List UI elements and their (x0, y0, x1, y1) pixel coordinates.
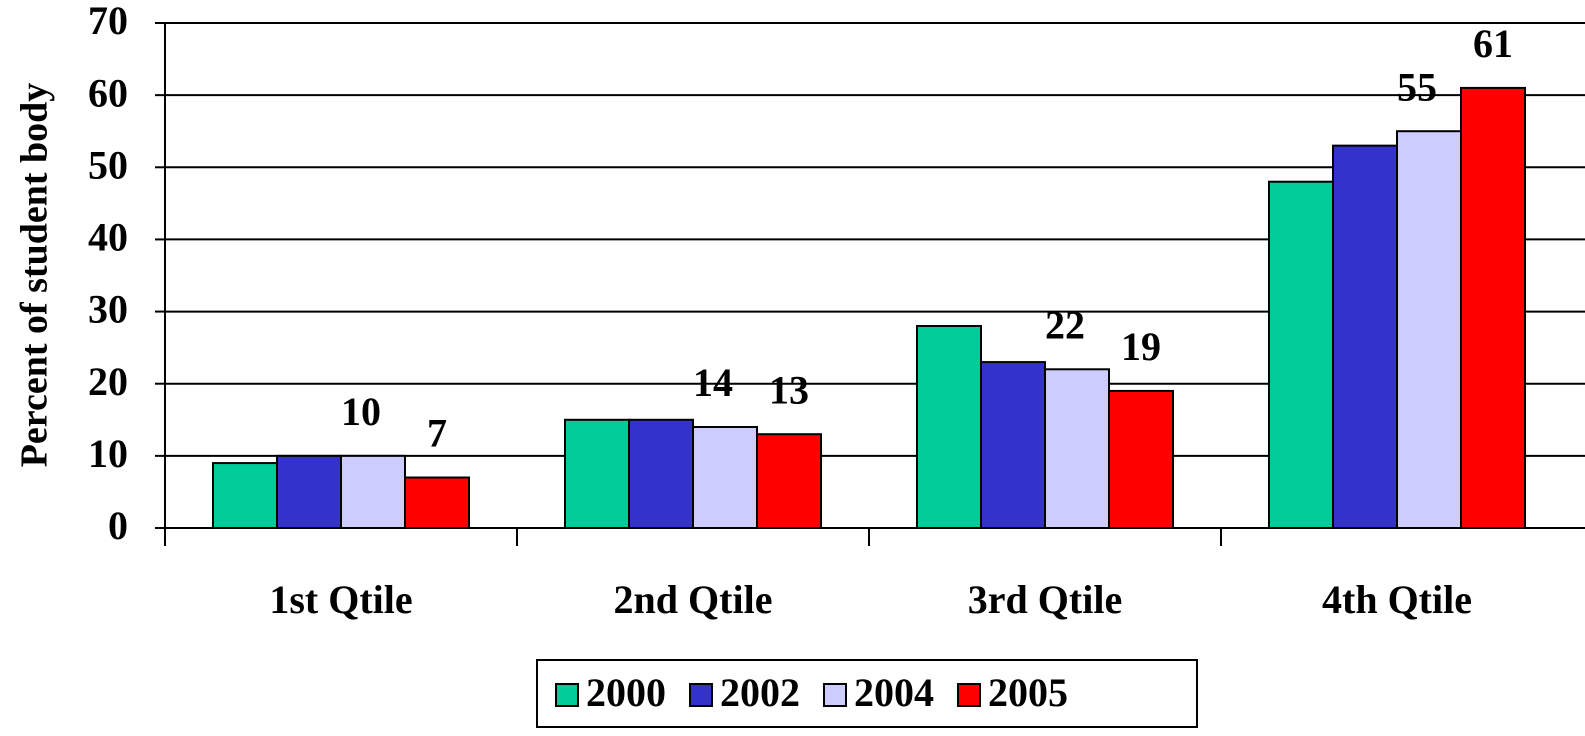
legend-swatch (689, 683, 713, 707)
x-tick-label: 2nd Qtile (614, 577, 773, 622)
bar (1396, 130, 1462, 529)
bar (692, 426, 758, 529)
bar (1332, 144, 1398, 529)
x-tick-label: 3rd Qtile (968, 577, 1122, 622)
bar (564, 418, 630, 529)
y-tick-label: 30 (88, 287, 128, 332)
legend-label: 2005 (988, 670, 1068, 715)
y-tick-label: 50 (88, 142, 128, 187)
legend-swatch (555, 683, 579, 707)
data-label: 14 (693, 360, 733, 405)
data-label: 13 (769, 367, 809, 412)
bar (1268, 180, 1334, 529)
bar (980, 361, 1046, 530)
y-tick-label: 10 (88, 431, 128, 476)
bar (756, 433, 822, 530)
y-tick-label: 60 (88, 70, 128, 115)
y-tick-label: 40 (88, 215, 128, 260)
bar (1108, 389, 1174, 529)
bar (628, 418, 694, 529)
data-label: 19 (1121, 324, 1161, 369)
x-tick-label: 1st Qtile (269, 577, 412, 622)
x-tick-label: 4th Qtile (1322, 577, 1472, 622)
bar (276, 454, 342, 530)
data-label: 22 (1045, 302, 1085, 347)
legend-label: 2004 (854, 670, 934, 715)
data-label: 7 (427, 411, 447, 456)
legend-swatch (823, 683, 847, 707)
legend-box (536, 659, 1198, 728)
bar (340, 454, 406, 530)
bar (916, 325, 982, 529)
data-label: 55 (1397, 64, 1437, 109)
bar (1044, 368, 1110, 529)
y-tick-label: 70 (88, 0, 128, 43)
data-label: 61 (1473, 21, 1513, 66)
bar (404, 476, 470, 529)
y-axis-title: Percent of student body (14, 83, 56, 468)
y-tick-label: 20 (88, 359, 128, 404)
data-label: 10 (341, 389, 381, 434)
legend-label: 2002 (720, 670, 800, 715)
y-tick-label: 0 (108, 503, 128, 548)
bar (1460, 86, 1526, 530)
legend-label: 2000 (586, 670, 666, 715)
bar (212, 462, 278, 530)
legend-swatch (957, 683, 981, 707)
